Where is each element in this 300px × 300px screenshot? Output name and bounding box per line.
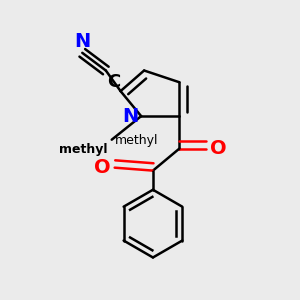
Text: C: C [107,74,121,92]
Text: methyl: methyl [115,134,158,147]
Text: O: O [94,158,110,177]
Text: N: N [122,106,138,126]
Text: methyl: methyl [59,142,107,156]
Text: N: N [74,32,90,51]
Text: O: O [210,139,227,158]
